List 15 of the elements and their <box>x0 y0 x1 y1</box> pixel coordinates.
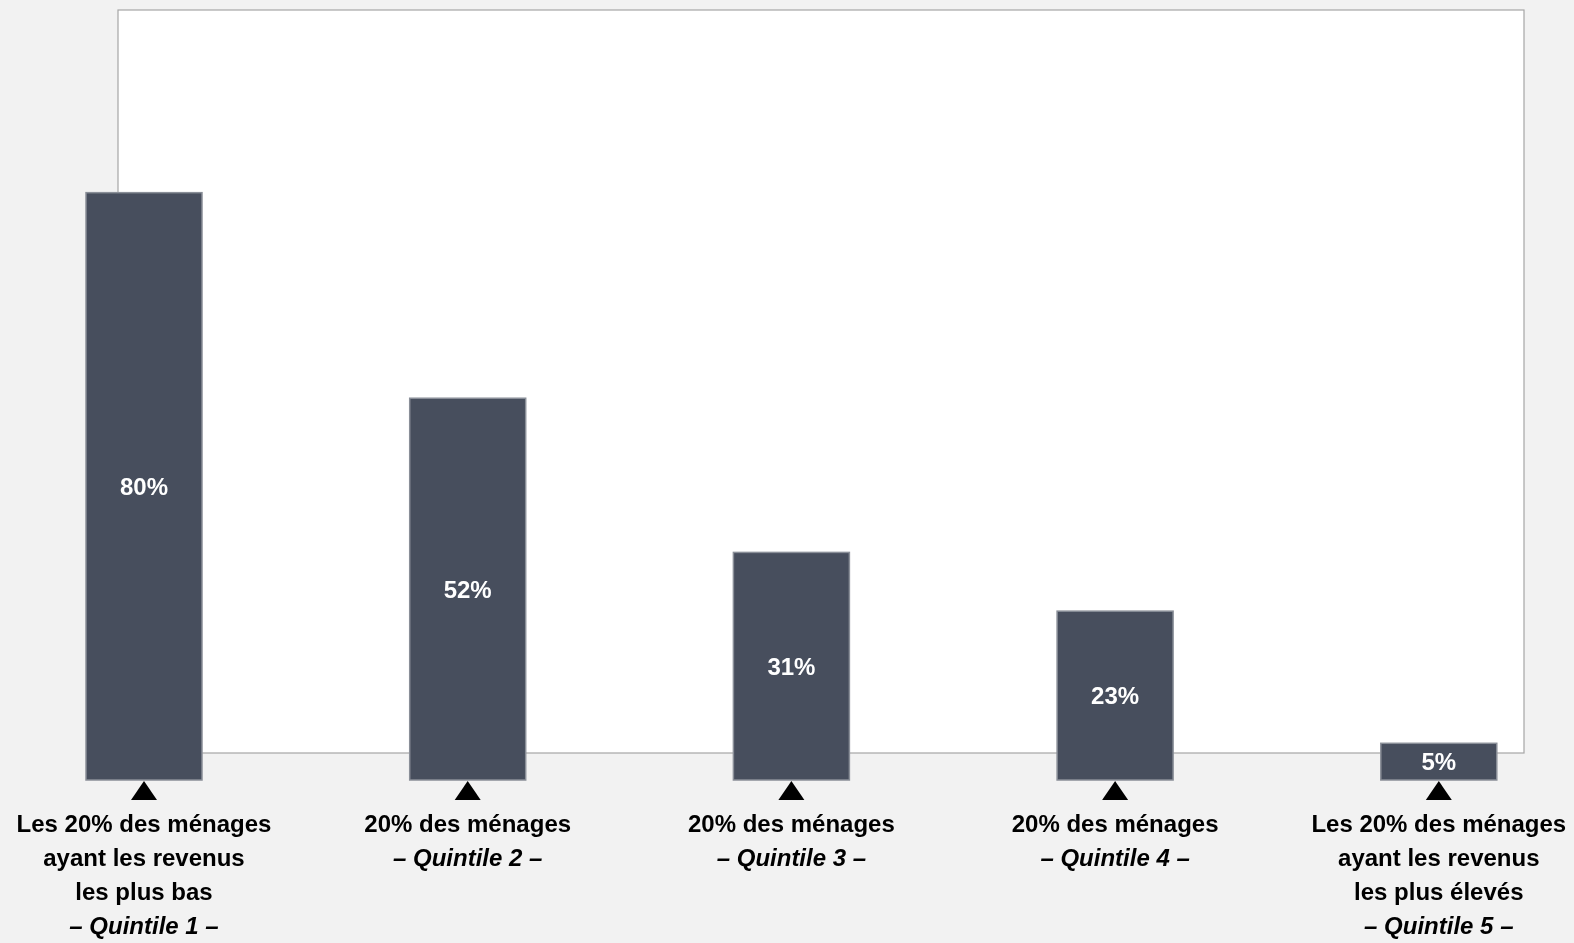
bar <box>732 551 851 781</box>
bar <box>1056 610 1174 781</box>
bar <box>85 191 203 781</box>
data-label: 80% <box>119 472 169 500</box>
data-label: 52% <box>443 575 492 603</box>
bar <box>408 397 527 781</box>
data-label: 31% <box>767 652 816 680</box>
bar <box>1380 742 1498 781</box>
x-tick-label: 20% des ménages – Quintile 3 – <box>688 810 895 871</box>
x-tick-label: Les 20% des ménages ayant les revenus les plus élevés – Quintile 5 – <box>1311 810 1567 939</box>
data-label: 5% <box>1421 748 1457 776</box>
x-tick-label: 20% des ménages – Quintile 4 – <box>1011 810 1219 871</box>
x-tick-label: Les 20% des ménages ayant les revenus les plus bas – Quintile 1 – <box>16 810 272 939</box>
x-tick-label: 20% des ménages – Quintile 2 – <box>364 810 572 871</box>
data-label: 23% <box>1091 682 1140 710</box>
